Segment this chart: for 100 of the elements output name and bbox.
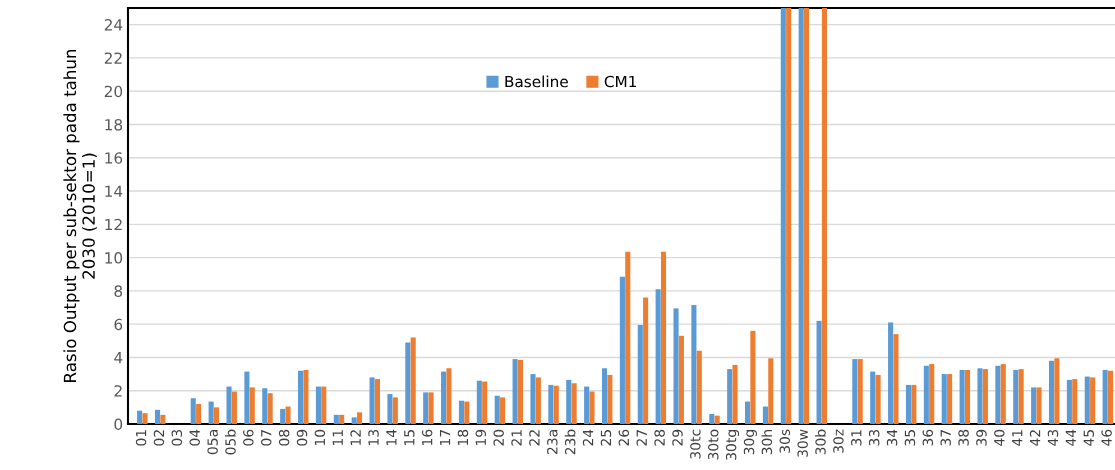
bar bbox=[231, 391, 237, 424]
legend-label: Baseline bbox=[505, 75, 568, 88]
bar bbox=[691, 305, 697, 424]
x-tick-label: 37 bbox=[940, 430, 951, 446]
bar bbox=[530, 374, 536, 424]
bar bbox=[923, 365, 929, 424]
bar bbox=[660, 251, 667, 424]
x-tick-label: 25 bbox=[600, 430, 612, 446]
bar bbox=[405, 342, 411, 424]
x-tick-label: 23a bbox=[547, 430, 558, 455]
x-tick-label: 09 bbox=[296, 429, 308, 446]
y-tick-label: 8 bbox=[114, 285, 123, 297]
x-tick-label: 30s bbox=[779, 429, 791, 453]
x-tick-label: 30b bbox=[815, 429, 826, 455]
x-tick-label: 16 bbox=[421, 429, 433, 446]
bar bbox=[374, 379, 380, 424]
legend-label: CM1 bbox=[604, 75, 637, 88]
bar bbox=[535, 377, 541, 424]
bar bbox=[929, 364, 935, 424]
y-tick-label: 0 bbox=[114, 418, 123, 431]
bar bbox=[911, 384, 917, 424]
bar bbox=[566, 379, 572, 424]
bar bbox=[589, 391, 595, 424]
bar bbox=[941, 374, 947, 424]
bar bbox=[548, 384, 554, 424]
x-tick-label: 14 bbox=[386, 429, 397, 446]
bar bbox=[607, 374, 613, 424]
bar bbox=[1084, 376, 1090, 424]
y-tick-label: 16 bbox=[105, 152, 123, 164]
x-tick-label: 41 bbox=[1012, 430, 1023, 446]
x-tick-label: 24 bbox=[582, 429, 594, 446]
x-tick-label: 30tc bbox=[690, 429, 701, 459]
bar bbox=[285, 406, 291, 424]
bar bbox=[196, 404, 202, 424]
bar bbox=[625, 251, 631, 424]
x-tick-label: 45 bbox=[1083, 430, 1094, 446]
bar bbox=[982, 369, 988, 424]
x-tick-label: 43 bbox=[1047, 429, 1059, 446]
bar bbox=[208, 401, 214, 424]
y-tick-label: 12 bbox=[105, 218, 122, 231]
x-tick-label: 03 bbox=[171, 429, 183, 446]
bar bbox=[888, 322, 894, 424]
bar bbox=[780, 8, 786, 424]
bar bbox=[995, 365, 1001, 424]
x-tick-label: 04 bbox=[189, 429, 200, 446]
x-tick-label: 08 bbox=[278, 429, 290, 446]
bar bbox=[1066, 379, 1072, 424]
bar bbox=[441, 371, 447, 424]
y-tick-label: 18 bbox=[105, 118, 123, 131]
x-tick-label: 30tg bbox=[725, 430, 740, 460]
x-tick-label: 15 bbox=[404, 430, 415, 446]
bar bbox=[637, 324, 643, 424]
bar bbox=[821, 8, 827, 424]
bar bbox=[619, 276, 625, 424]
bar bbox=[816, 320, 822, 424]
x-tick-label: 22 bbox=[529, 430, 540, 446]
bar bbox=[267, 393, 273, 424]
y-tick-label: 4 bbox=[114, 352, 123, 364]
x-tick-label: 31 bbox=[851, 430, 862, 446]
bar bbox=[249, 387, 255, 424]
bar bbox=[1107, 370, 1114, 424]
bar bbox=[351, 417, 357, 424]
bar bbox=[339, 414, 345, 424]
bar bbox=[476, 380, 482, 424]
bar bbox=[410, 337, 416, 424]
bar bbox=[280, 409, 286, 424]
x-tick-label: 26 bbox=[618, 429, 630, 446]
bar bbox=[244, 371, 250, 424]
y-axis-title: Rasio Output per sub-sektor pada tahun 2030 (2010=1) bbox=[63, 49, 97, 382]
x-tick-label: 07 bbox=[260, 430, 272, 446]
bar bbox=[423, 392, 429, 424]
x-tick-label: 12 bbox=[350, 430, 361, 446]
bar bbox=[517, 359, 524, 424]
bar bbox=[553, 385, 559, 424]
x-tick-label: 18 bbox=[457, 429, 469, 446]
y-tick-label: 6 bbox=[114, 318, 123, 331]
bar bbox=[1090, 377, 1096, 424]
bar bbox=[190, 398, 196, 424]
y-tick-label: 20 bbox=[104, 85, 123, 98]
x-tick-label: 44 bbox=[1065, 429, 1076, 446]
bar bbox=[1072, 379, 1078, 424]
bar bbox=[655, 289, 661, 424]
bar bbox=[458, 400, 465, 424]
y-tick-label: 24 bbox=[104, 19, 123, 31]
bar bbox=[387, 394, 393, 424]
bar bbox=[571, 383, 577, 424]
x-tick-label: 27 bbox=[636, 430, 647, 446]
x-tick-label: 02 bbox=[153, 430, 165, 446]
x-tick-label: 42 bbox=[1029, 430, 1041, 446]
x-tick-label: 13 bbox=[368, 429, 379, 446]
bar bbox=[584, 386, 590, 424]
bar bbox=[696, 350, 702, 424]
bar bbox=[512, 359, 518, 424]
x-tick-label: 01 bbox=[135, 430, 147, 446]
x-tick-label: 19 bbox=[475, 429, 487, 446]
x-tick-label: 29 bbox=[672, 429, 683, 446]
bar bbox=[1102, 369, 1108, 424]
bar bbox=[315, 386, 321, 424]
bar bbox=[1013, 369, 1019, 424]
bar bbox=[762, 406, 768, 424]
